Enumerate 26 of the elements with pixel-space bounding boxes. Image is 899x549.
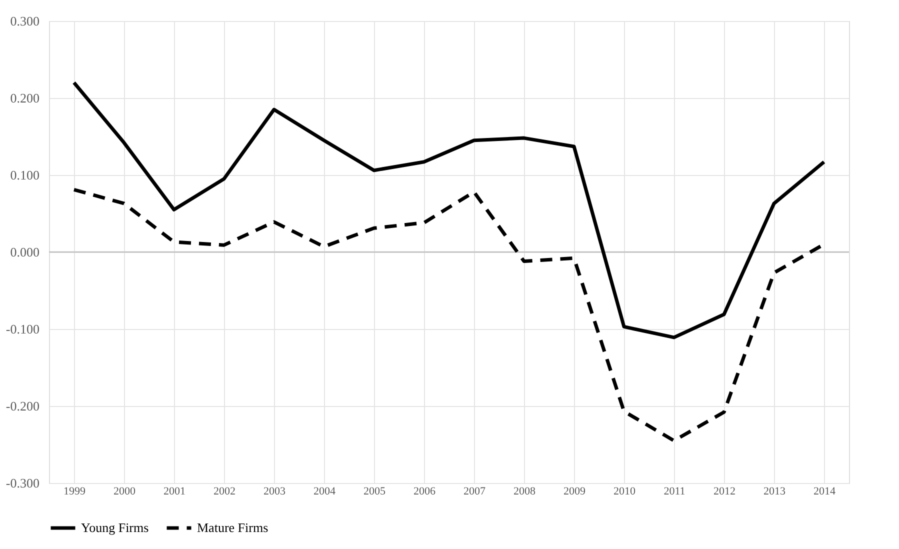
legend-label: Mature Firms	[197, 520, 268, 535]
y-tick-label: -0.200	[6, 398, 40, 414]
x-tick-label: 2000	[114, 486, 136, 498]
x-tick-label: 2002	[214, 486, 236, 498]
x-tick-label: 2001	[164, 486, 186, 498]
x-tick-label: 2010	[614, 486, 636, 498]
y-tick-label: -0.300	[6, 476, 40, 490]
y-tick-label: 0.000	[10, 244, 40, 260]
y-tick-label: 0.300	[10, 14, 40, 28]
x-tick-label: 2011	[664, 486, 686, 498]
x-tick-label: 2009	[564, 486, 586, 498]
y-tick-label: 0.100	[10, 168, 40, 182]
x-tick-label: 1999	[64, 486, 86, 498]
legend-label: Young Firms	[81, 520, 149, 535]
x-tick-label: 2006	[414, 486, 436, 498]
x-tick-label: 2014	[814, 486, 836, 498]
x-tick-label: 2004	[314, 486, 336, 498]
x-tick-label: 2007	[464, 486, 486, 498]
x-tick-label: 2012	[714, 486, 736, 498]
y-tick-label: 0.200	[10, 90, 40, 106]
x-tick-label: 2008	[514, 486, 536, 498]
y-tick-label: -0.100	[6, 322, 40, 336]
line-series	[72, 80, 826, 340]
x-tick-label: 2003	[264, 486, 286, 498]
x-tick-label: 2005	[364, 486, 386, 498]
x-tick-label: 2013	[764, 486, 786, 498]
